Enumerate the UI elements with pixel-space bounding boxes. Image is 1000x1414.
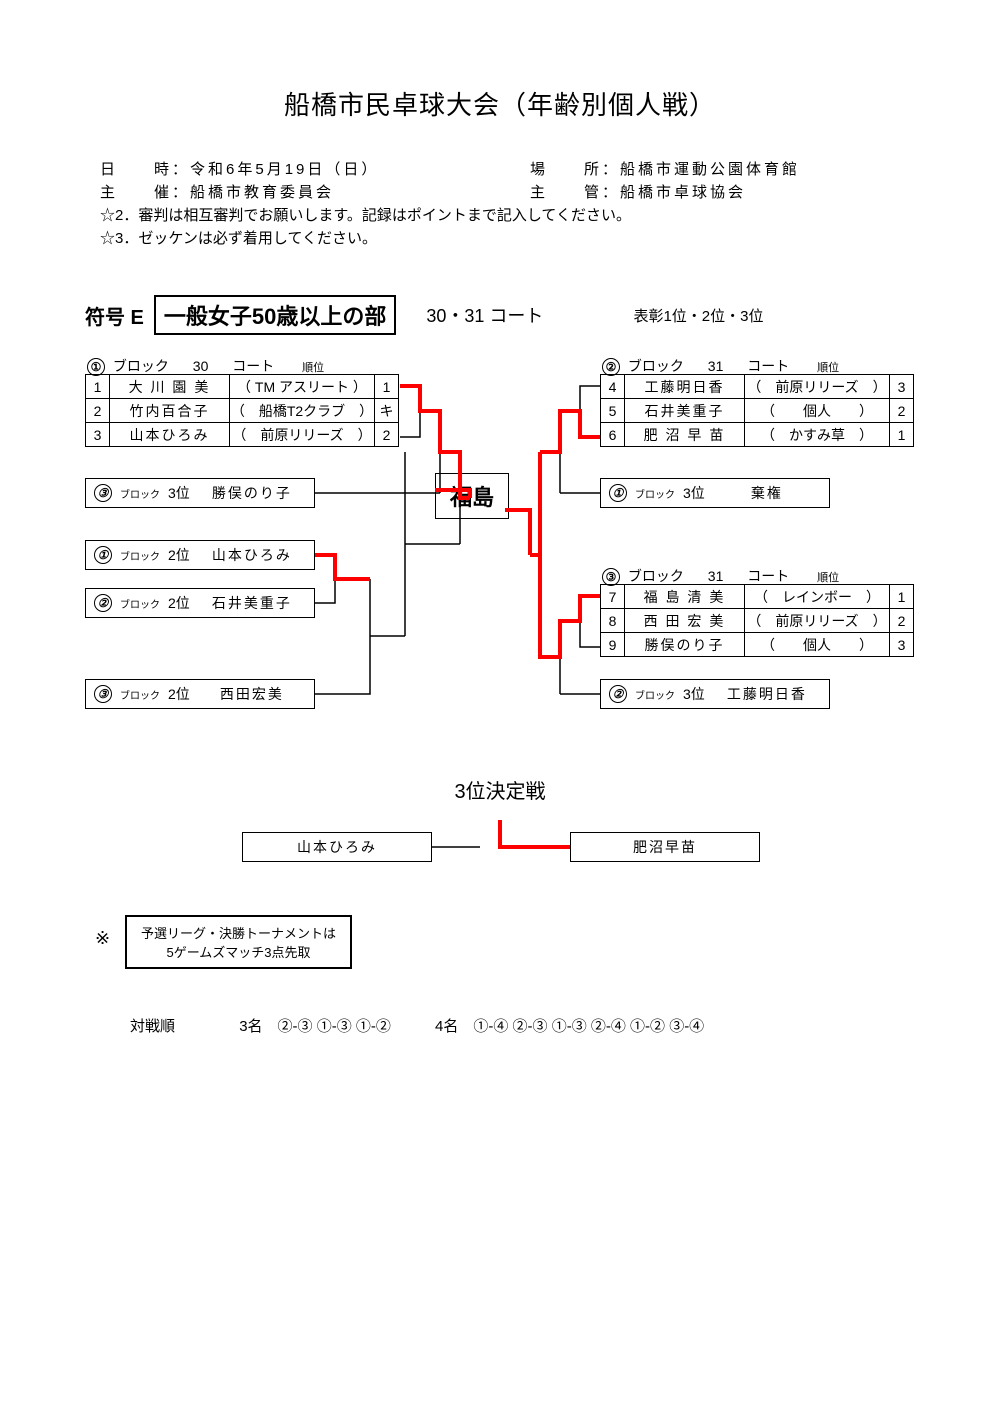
winner-box: 福島 — [435, 473, 509, 519]
division-box: 一般女子50歳以上の部 — [154, 295, 396, 335]
table-row: 1大 川 園 美（ TM アスリート ）1 — [86, 375, 399, 399]
table-row: 2竹内百合子（ 船橋T2クラブ ）キ — [86, 399, 399, 423]
table-row: 3山本ひろみ（ 前原リリーズ ）2 — [86, 423, 399, 447]
courts-label: 30・31 コート — [426, 302, 543, 328]
seed-l1-2: ①ブロック2位山本ひろみ — [85, 540, 315, 570]
table-row: 6肥 沼 早 苗（ かすみ草 ）1 — [601, 423, 914, 447]
page-title: 船橋市民卓球大会（年齢別個人戦） — [0, 85, 1000, 122]
third-right: 肥沼早苗 — [570, 832, 760, 862]
match-format-note: 予選リーグ・決勝トーナメントは 5ゲームズマッチ3点先取 — [125, 915, 352, 969]
host-label: 主 催：船橋市教育委員会 — [100, 181, 334, 202]
seed-l3-2: ③ブロック2位西田宏美 — [85, 679, 315, 709]
block2-table: 4工藤明日香（ 前原リリーズ ）3 5石井美重子（ 個人 ）2 6肥 沼 早 苗… — [600, 374, 914, 447]
seed-l3-3: ③ブロック3位勝俣のり子 — [85, 478, 315, 508]
block2-header: ② ブロック 31 コート 順位 — [600, 356, 841, 376]
table-row: 4工藤明日香（ 前原リリーズ ）3 — [601, 375, 914, 399]
table-row: 8西 田 宏 美（ 前原リリーズ ）2 — [601, 609, 914, 633]
table-row: 7福 島 清 美（ レインボー ）1 — [601, 585, 914, 609]
admin-label: 主 管：船橋市卓球協会 — [530, 181, 746, 202]
match-order: 対戦順 3名 ②-③ ①-③ ①-② 4名 ①-④ ②-③ ①-③ ②-④ ①-… — [130, 1015, 704, 1036]
seed-r1-3: ①ブロック3位棄権 — [600, 478, 830, 508]
date-label: 日 時：令和6年5月19日（日） — [100, 158, 379, 179]
venue-label: 場 所：船橋市運動公園体育館 — [530, 158, 800, 179]
seed-r2-3: ②ブロック3位工藤明日香 — [600, 679, 830, 709]
block3-header: ③ ブロック 31 コート 順位 — [600, 566, 841, 586]
table-row: 5石井美重子（ 個人 ）2 — [601, 399, 914, 423]
third-left: 山本ひろみ — [242, 832, 432, 862]
note-star: ※ — [95, 928, 110, 949]
note-3: ☆3．ゼッケンは必ず着用してください。 — [100, 227, 377, 248]
division-row: 符号 E 一般女子50歳以上の部 30・31 コート 表彰1位・2位・3位 — [85, 295, 763, 335]
note-2: ☆2．審判は相互審判でお願いします。記録はポイントまで記入してください。 — [100, 204, 631, 225]
awards-label: 表彰1位・2位・3位 — [633, 305, 763, 326]
third-place-title: 3位決定戦 — [0, 775, 1000, 804]
block3-table: 7福 島 清 美（ レインボー ）1 8西 田 宏 美（ 前原リリーズ ）2 9… — [600, 584, 914, 657]
table-row: 9勝俣のり子（ 個人 ）3 — [601, 633, 914, 657]
block1-table: 1大 川 園 美（ TM アスリート ）1 2竹内百合子（ 船橋T2クラブ ）キ… — [85, 374, 399, 447]
seed-l2-2: ②ブロック2位石井美重子 — [85, 588, 315, 618]
code-label: 符号 E — [85, 301, 144, 330]
block1-header: ① ブロック 30 コート 順位 — [85, 356, 326, 376]
